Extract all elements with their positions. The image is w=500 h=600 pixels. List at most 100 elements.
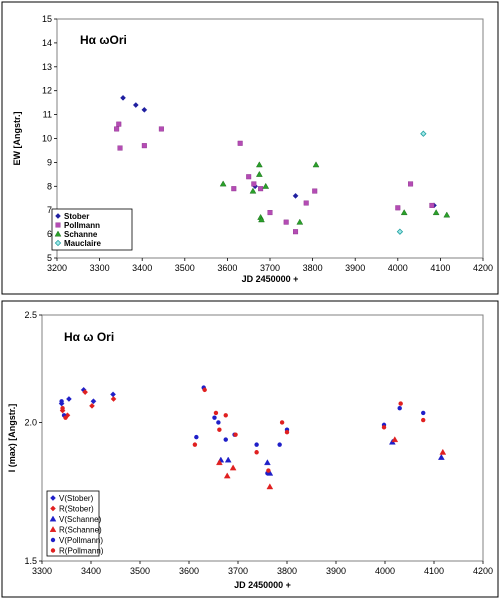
data-point: [258, 186, 264, 192]
data-point: [264, 459, 271, 466]
x-tick-label: 4100: [430, 263, 450, 273]
data-point: [421, 410, 426, 416]
data-point: [223, 437, 228, 442]
data-point: [90, 398, 97, 405]
data-point: [293, 229, 299, 235]
y-tick-label: 11: [43, 110, 52, 120]
data-point: [246, 174, 252, 180]
x-tick-label: 3200: [47, 263, 67, 273]
legend-marker: [55, 213, 61, 219]
legend-marker: [50, 495, 56, 501]
y-tick-label: 7: [47, 205, 52, 215]
data-point: [279, 420, 285, 425]
legend-entry: R(Schanne): [59, 526, 102, 535]
data-point: [217, 427, 222, 432]
data-point: [254, 450, 259, 455]
data-point: [391, 436, 399, 443]
x-tick-label: 3700: [228, 566, 248, 576]
legend-entry: V(Pollmann): [59, 536, 103, 545]
data-point: [216, 420, 221, 425]
legend-marker: [50, 548, 56, 553]
data-point: [141, 106, 148, 113]
data-point: [213, 410, 219, 416]
data-point: [381, 425, 387, 430]
legend-entry: Mauclaire: [64, 239, 101, 248]
data-point: [266, 483, 274, 490]
data-point: [398, 401, 403, 406]
plot-area-imax: [41, 314, 484, 562]
legend-marker: [54, 230, 62, 237]
legend-marker: [50, 505, 56, 512]
x-ticks-imax: 3300 3400 3500 3600 3700 3800 3900 4000 4100 4200: [32, 561, 493, 576]
data-point: [194, 434, 199, 440]
x-tick-label: 3400: [132, 263, 152, 273]
x-tick-label: 3600: [179, 566, 199, 576]
chart-title-ew: Hα ωOri: [80, 33, 127, 47]
data-point: [223, 472, 231, 479]
data-point: [254, 442, 259, 447]
data-point: [292, 192, 299, 199]
data-point: [251, 181, 257, 187]
data-point: [249, 187, 257, 194]
data-point: [229, 464, 237, 471]
legend-entry: Schanne: [64, 230, 98, 239]
data-point: [224, 456, 232, 463]
data-point: [82, 389, 89, 396]
data-point: [231, 186, 237, 192]
data-point: [396, 228, 404, 235]
legend-entry: Pollmann: [64, 221, 100, 230]
data-point: [216, 459, 223, 466]
data-point: [89, 403, 95, 409]
y-tick-label: 1.5: [24, 556, 37, 566]
legend-entry: V(Schanne): [59, 515, 102, 524]
x-tick-label: 4200: [473, 566, 493, 576]
data-point: [438, 454, 445, 460]
data-point: [233, 432, 238, 437]
data-point: [223, 413, 228, 418]
y-axis-label-ew: EW [Angstr.]: [12, 112, 22, 166]
legend-entry: R(Pollmann): [59, 547, 104, 556]
x-tick-label: 3400: [81, 566, 101, 576]
x-tick-label: 3500: [130, 566, 150, 576]
x-tick-label: 4000: [388, 263, 408, 273]
legend-entry: R(Stober): [59, 505, 94, 514]
data-point: [141, 143, 147, 149]
data-point: [132, 102, 139, 108]
data-point: [408, 181, 414, 187]
data-point: [266, 468, 271, 473]
y-tick-label: 9: [47, 157, 52, 167]
legend-marker: [49, 526, 57, 532]
legend-marker: [49, 515, 57, 522]
x-tick-label: 3800: [277, 566, 297, 576]
chart-title-imax: Hα ω Ori: [64, 330, 114, 344]
data-points-ew: [114, 94, 451, 235]
data-point: [420, 130, 427, 137]
y-tick-label: 15: [42, 14, 52, 24]
y-tick-label: 13: [42, 62, 52, 72]
x-tick-label: 3500: [175, 263, 195, 273]
data-point: [110, 396, 117, 402]
data-point: [59, 407, 66, 414]
data-point: [256, 170, 263, 177]
x-tick-label: 4000: [375, 566, 395, 576]
y-tick-label: 2.5: [24, 310, 37, 320]
x-tick-label: 3800: [303, 263, 323, 273]
data-point: [202, 387, 207, 393]
data-point: [158, 126, 164, 132]
y-tick-label: 14: [42, 38, 52, 48]
data-point: [284, 429, 290, 435]
y-tick-label: 12: [42, 86, 52, 96]
y-tick-label: 2.0: [24, 417, 37, 427]
data-points-imax: [58, 385, 447, 490]
y-tick-label: 10: [42, 134, 52, 144]
data-point: [283, 219, 289, 225]
legend-box: [51, 208, 133, 251]
data-point: [296, 218, 304, 225]
data-point: [303, 200, 309, 206]
legend-imax: V(Stober) R(Stober)V(Schanne) R(Schanne)V(…: [46, 490, 104, 557]
data-point: [429, 202, 435, 208]
data-point: [397, 406, 402, 411]
x-tick-label: 4100: [424, 566, 444, 576]
